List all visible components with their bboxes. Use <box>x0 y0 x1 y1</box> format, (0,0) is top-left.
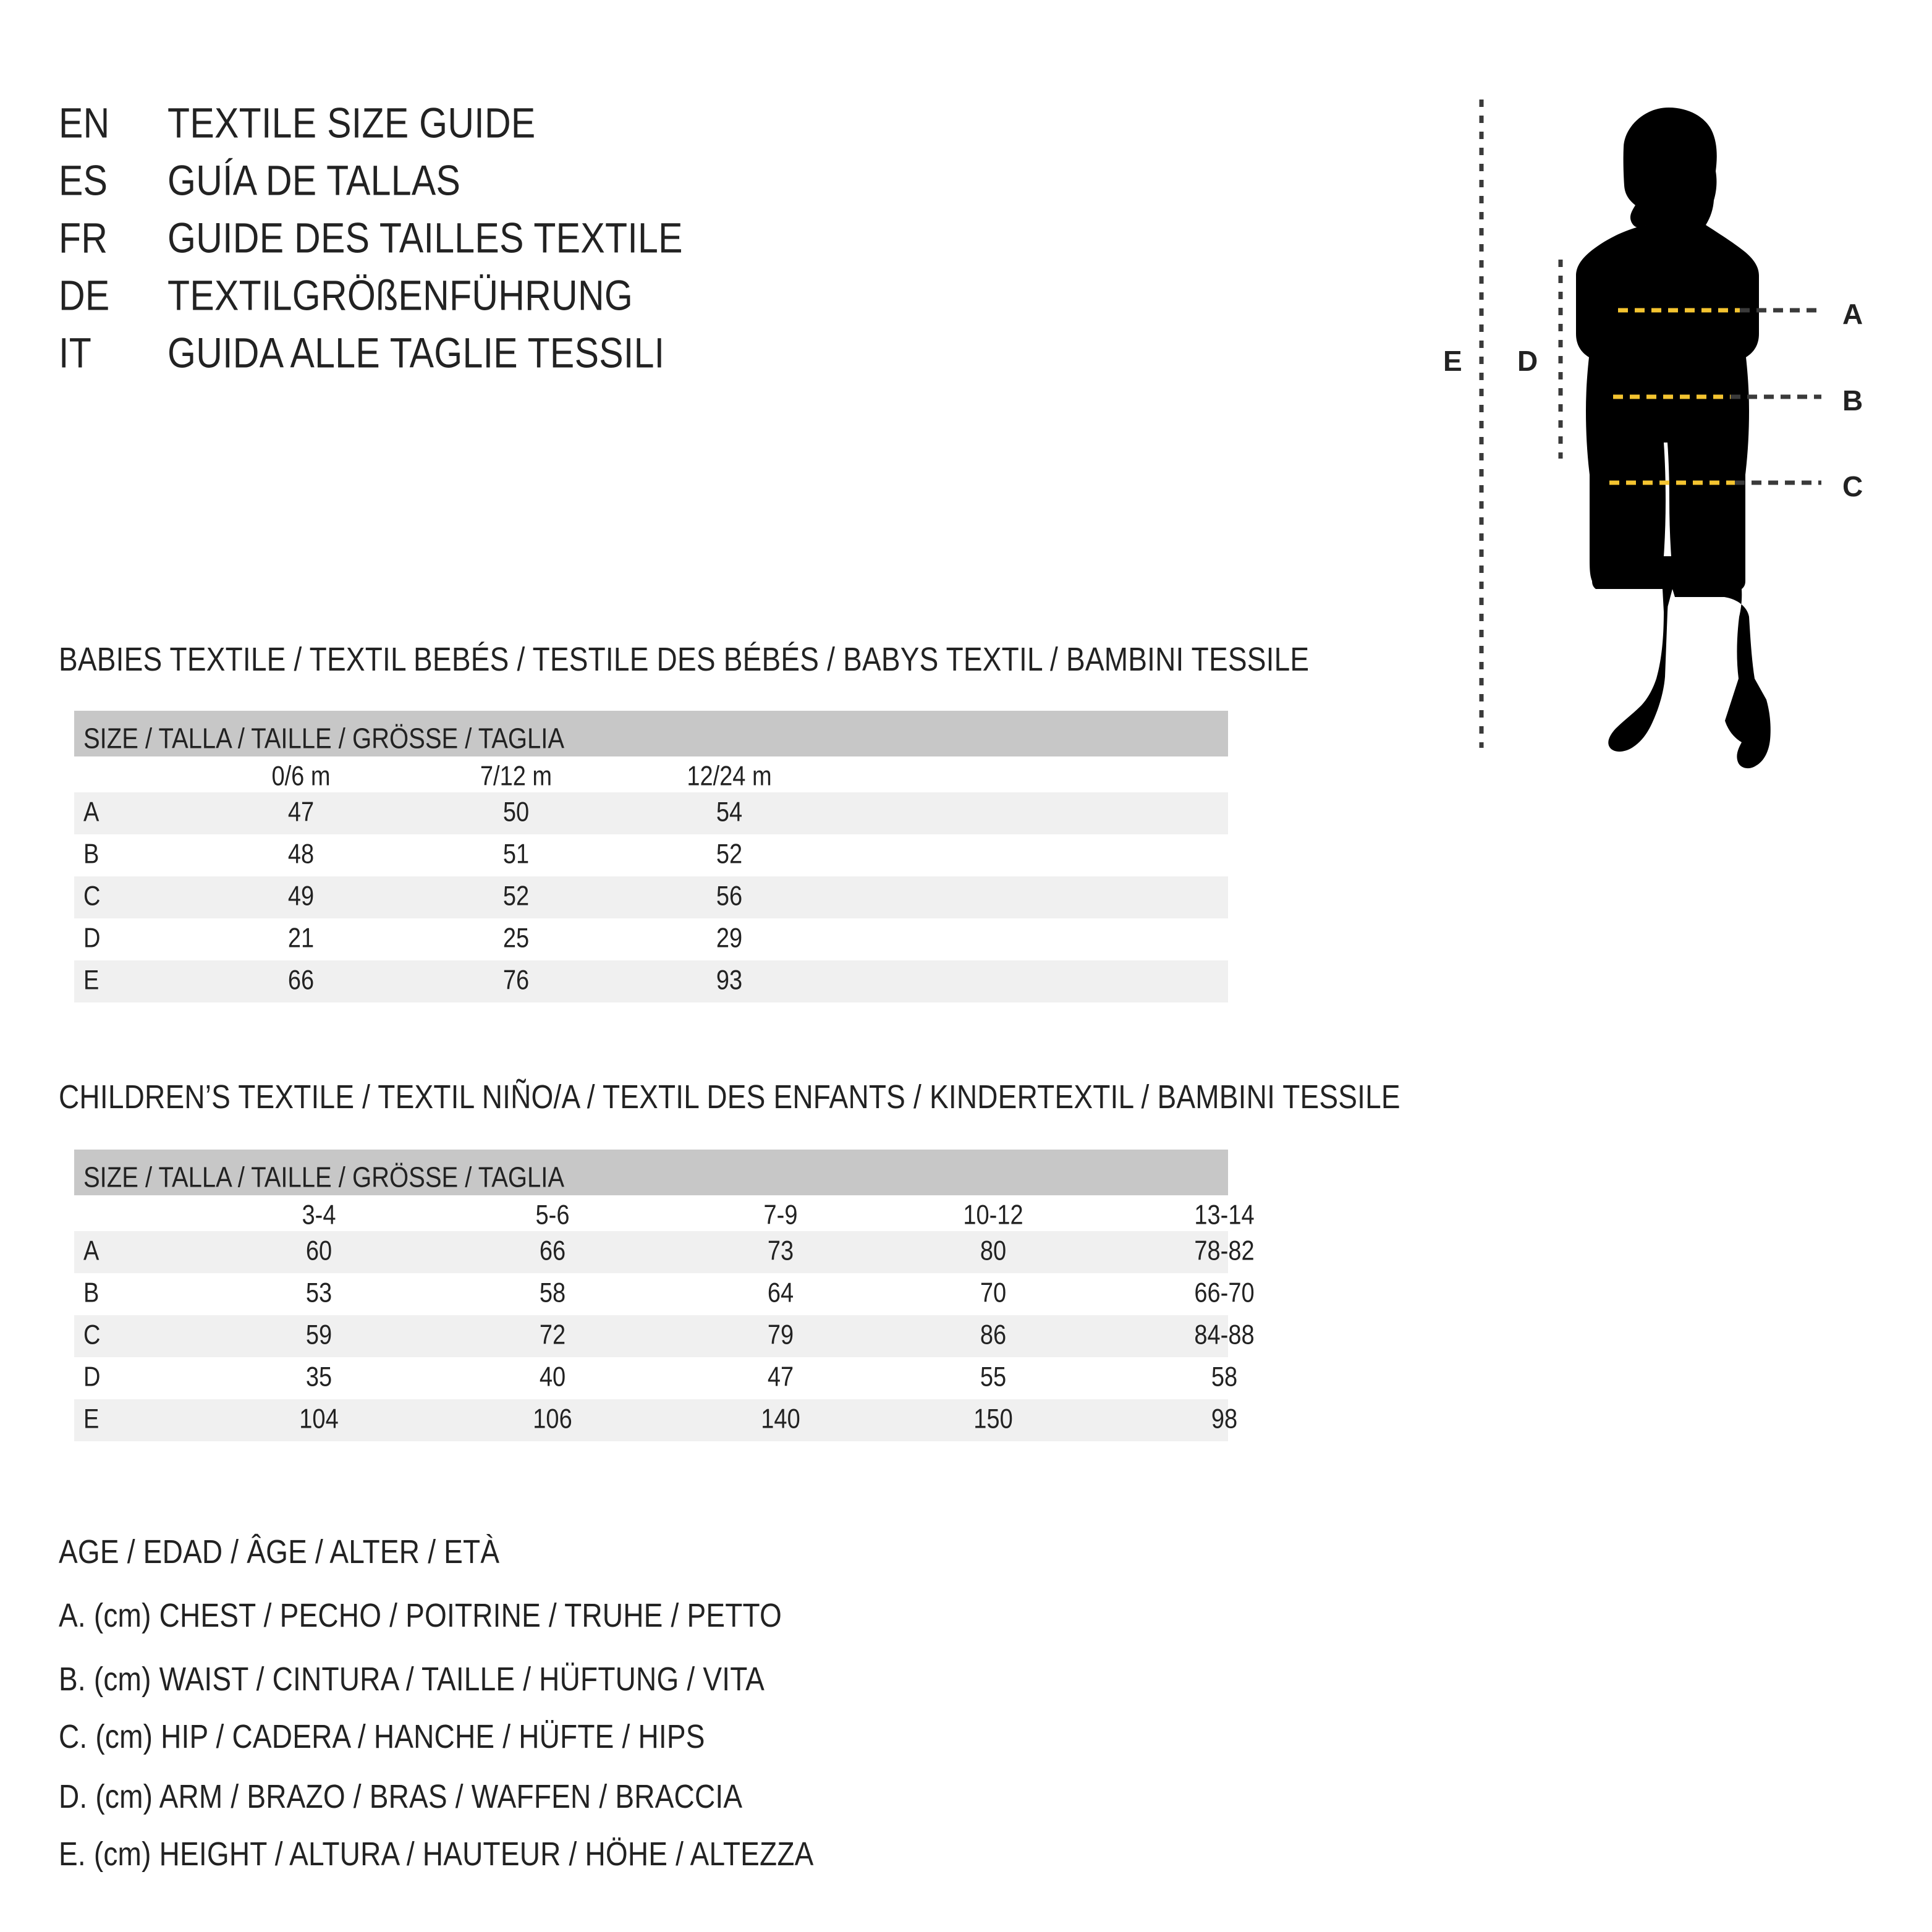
svg-text:C: C <box>1842 470 1863 502</box>
svg-text:E: E <box>1443 345 1462 377</box>
svg-text:A: A <box>1842 298 1863 330</box>
svg-text:B: B <box>1842 384 1863 417</box>
svg-text:D: D <box>1517 345 1538 377</box>
